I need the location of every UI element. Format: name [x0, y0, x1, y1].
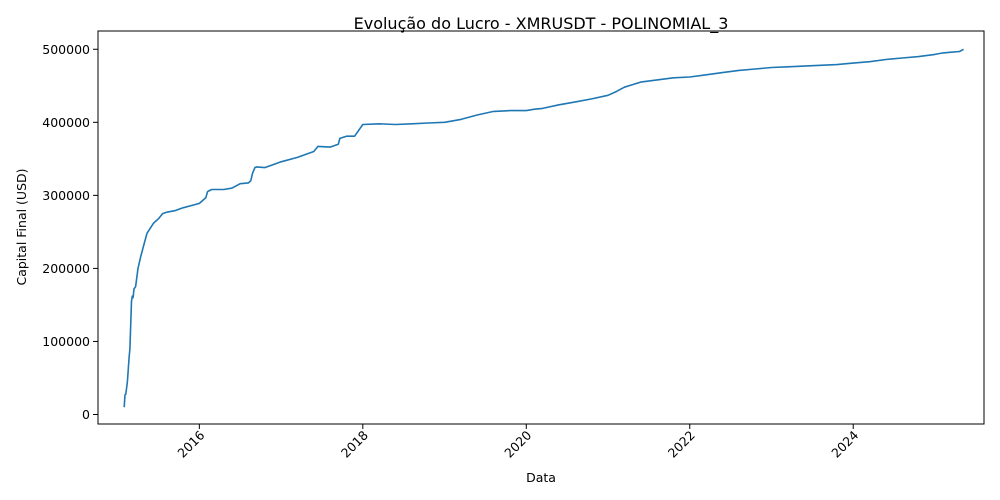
y-tick-label: 0 — [82, 407, 90, 422]
y-tick-label: 300000 — [42, 188, 90, 203]
x-tick-label: 2022 — [665, 428, 698, 461]
y-axis-label: Capital Final (USD) — [14, 168, 29, 285]
x-tick-label: 2018 — [338, 427, 371, 460]
y-tick-label: 200000 — [42, 261, 90, 276]
x-axis-label: Data — [526, 470, 556, 485]
chart-title: Evolução do Lucro - XMRUSDT - POLINOMIAL… — [354, 14, 729, 34]
x-tick-label: 2016 — [174, 427, 207, 460]
y-tick-label: 100000 — [42, 334, 90, 349]
x-tick-label: 2024 — [828, 427, 861, 460]
y-tick-label: 500000 — [42, 42, 90, 57]
y-axis-ticks: 0 100000 200000 300000 400000 500000 — [42, 42, 98, 422]
series-line — [123, 48, 964, 408]
plot-frame — [97, 30, 985, 425]
x-axis-ticks: 2016 2018 2020 2022 2024 — [174, 424, 861, 461]
y-tick-label: 400000 — [42, 115, 90, 130]
x-tick-label: 2020 — [501, 427, 534, 460]
